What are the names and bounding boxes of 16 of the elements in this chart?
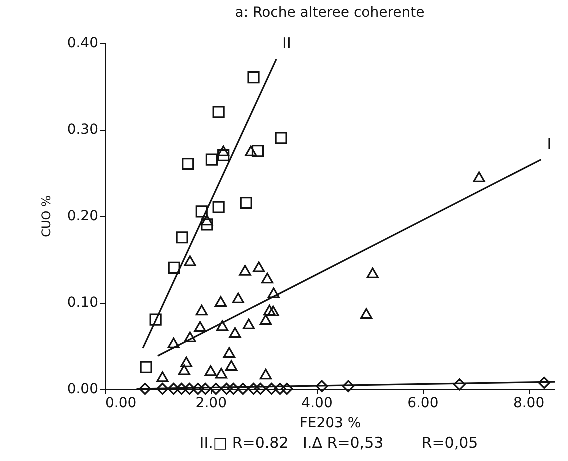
x-tick-label: 0.00 — [106, 396, 137, 412]
y-tick-label: 0.10 — [67, 295, 98, 311]
chart-title: a: Roche alteree coherente — [235, 5, 425, 21]
x-tick-label: 6.00 — [408, 396, 439, 412]
y-axis-title: CUO % — [39, 196, 54, 238]
y-tick-label: 0.00 — [67, 382, 98, 398]
text: II.□ R=0.82 I.Δ R=0,53 R=0,05 — [198, 434, 480, 452]
x-tick-label: 2.00 — [196, 396, 227, 412]
y-tick-label: 0.30 — [67, 122, 98, 138]
x-tick-label: 4.00 — [302, 396, 333, 412]
y-tick-label: 0.20 — [67, 208, 98, 224]
x-axis-title: FE203 % — [300, 416, 362, 432]
y-tick-label: 0.40 — [67, 36, 98, 52]
annotation: I — [547, 134, 552, 153]
x-tick-label: 8.00 — [513, 396, 545, 412]
annotation: II — [282, 34, 292, 52]
